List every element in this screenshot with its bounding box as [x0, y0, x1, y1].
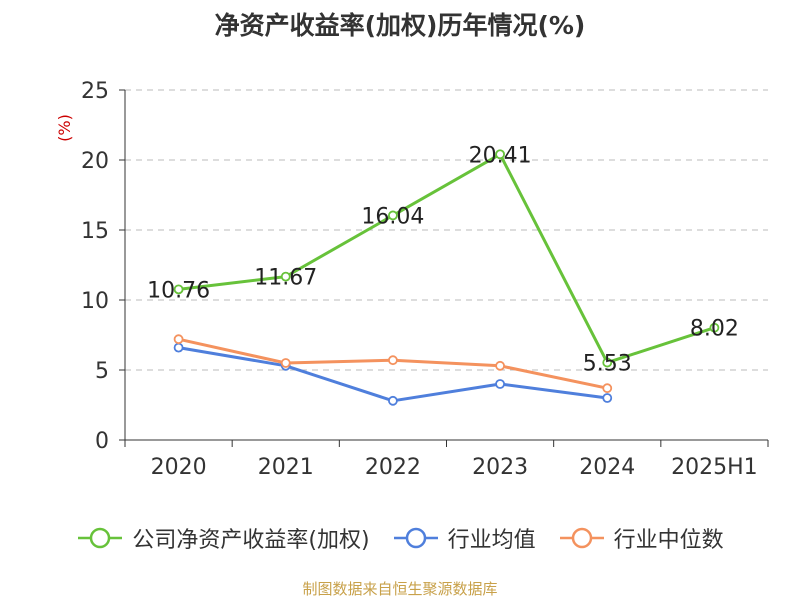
series [173, 149, 720, 406]
y-axis-label: (%) [55, 114, 74, 142]
y-tick-label: 25 [81, 79, 109, 104]
data-point [173, 334, 184, 345]
y-tick-label: 20 [81, 149, 109, 174]
source-note: 制图数据来自恒生聚源数据库 [302, 580, 498, 598]
axes: 0 5 10 15 20 25 2020 2021 2022 2023 2024 2025H1 [81, 79, 769, 480]
legend-line-icon [78, 527, 123, 549]
legend: 公司净资产收益率(加权) 行业均值 行业中位数 [0, 522, 800, 554]
data-label: 10.76 [147, 278, 210, 303]
data-label: 16.04 [361, 204, 424, 229]
data-point [495, 379, 505, 389]
legend-label: 行业中位数 [613, 528, 724, 553]
data-point [602, 357, 613, 368]
data-labels: 10.76 11.67 16.04 20.41 5.53 8.02 [147, 143, 739, 376]
data-point [173, 284, 184, 295]
x-tick-label: 2023 [472, 455, 528, 480]
legend-item-industry-median[interactable]: 行业中位数 [558, 522, 724, 554]
data-label: 20.41 [469, 143, 532, 168]
data-point [388, 355, 398, 366]
y-tick-label: 5 [95, 359, 109, 384]
grid-lines [125, 89, 768, 371]
legend-label: 行业均值 [447, 528, 536, 553]
series-line-0 [178, 152, 715, 365]
legend-line-icon [393, 527, 438, 549]
x-tick-label: 2020 [151, 455, 207, 480]
chart-title: 净资产收益率(加权)历年情况(%) [214, 11, 586, 40]
data-label: 11.67 [254, 266, 317, 291]
legend-label: 公司净资产收益率(加权) [132, 528, 370, 553]
data-point [388, 395, 398, 406]
y-tick-label: 10 [81, 289, 109, 314]
legend-line-icon [559, 527, 604, 549]
y-tick-label: 0 [95, 429, 109, 454]
data-point [602, 393, 613, 403]
x-tick-label: 2021 [258, 455, 314, 480]
data-point [495, 149, 505, 160]
data-point [173, 342, 184, 353]
x-tick-label: 2022 [365, 455, 421, 480]
legend-item-industry-mean[interactable]: 行业均值 [392, 522, 536, 554]
data-point [280, 271, 291, 282]
data-point [709, 322, 720, 333]
legend-item-company[interactable]: 公司净资产收益率(加权) [76, 522, 370, 554]
data-point [602, 383, 613, 394]
data-point [495, 360, 505, 371]
y-tick-label: 15 [81, 219, 109, 244]
data-point [388, 210, 398, 221]
x-tick-label: 2024 [579, 455, 635, 480]
data-label: 5.53 [583, 352, 632, 377]
data-label: 8.02 [690, 317, 739, 342]
data-point [280, 358, 291, 368]
x-tick-label: 2025H1 [671, 455, 758, 480]
